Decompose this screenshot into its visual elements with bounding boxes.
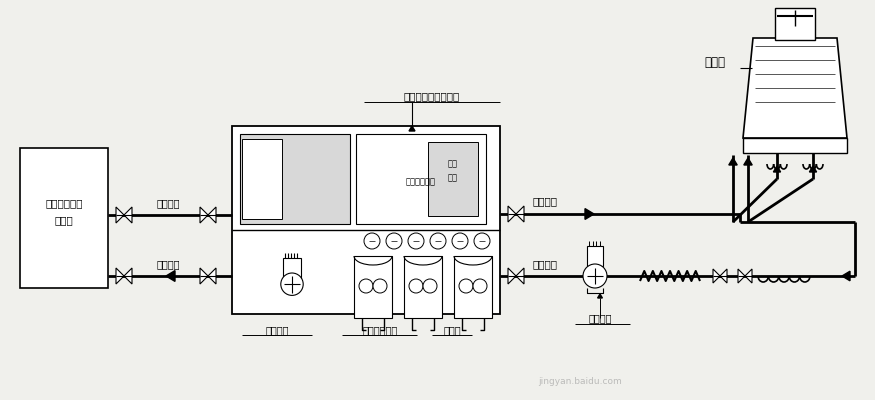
Polygon shape: [208, 207, 216, 223]
Polygon shape: [743, 38, 847, 138]
Circle shape: [452, 233, 468, 249]
Circle shape: [386, 233, 402, 249]
Polygon shape: [729, 158, 738, 165]
Text: 压缩机: 压缩机: [444, 325, 461, 335]
Polygon shape: [842, 271, 850, 281]
Bar: [454, 256, 492, 318]
Polygon shape: [745, 269, 752, 283]
Bar: [232, 126, 500, 314]
Polygon shape: [744, 158, 752, 165]
Polygon shape: [774, 166, 780, 172]
Circle shape: [408, 233, 424, 249]
Circle shape: [583, 264, 607, 288]
Circle shape: [409, 279, 423, 293]
Circle shape: [474, 233, 490, 249]
Bar: [775, 8, 815, 40]
Text: 冷冻水出: 冷冻水出: [157, 259, 179, 269]
Polygon shape: [124, 268, 132, 284]
Polygon shape: [713, 269, 720, 283]
Circle shape: [373, 279, 387, 293]
Polygon shape: [200, 268, 208, 284]
Text: 密闭型: 密闭型: [54, 215, 74, 225]
Bar: [587, 246, 603, 266]
Polygon shape: [508, 206, 516, 222]
Circle shape: [281, 273, 304, 295]
Text: 水箱式水冷式冷水机: 水箱式水冷式冷水机: [404, 91, 460, 101]
Polygon shape: [516, 206, 524, 222]
Text: 壳管式冷凝器: 壳管式冷凝器: [362, 325, 397, 335]
Bar: [354, 256, 392, 318]
Bar: [428, 142, 478, 216]
Text: 冷却水入: 冷却水入: [533, 259, 557, 269]
Polygon shape: [720, 269, 727, 283]
Polygon shape: [809, 166, 816, 172]
Text: jingyan.baidu.com: jingyan.baidu.com: [538, 378, 622, 386]
Text: 水箱式蒸发器: 水箱式蒸发器: [406, 178, 436, 186]
Circle shape: [430, 233, 446, 249]
Polygon shape: [508, 268, 516, 284]
Circle shape: [364, 233, 380, 249]
Polygon shape: [124, 207, 132, 223]
Polygon shape: [116, 268, 124, 284]
Text: 控制: 控制: [448, 160, 458, 168]
Polygon shape: [409, 126, 415, 131]
Polygon shape: [116, 207, 124, 223]
Bar: [404, 256, 442, 318]
Polygon shape: [166, 271, 175, 282]
Polygon shape: [200, 207, 208, 223]
Circle shape: [459, 279, 473, 293]
Polygon shape: [585, 209, 594, 219]
Bar: [242, 139, 282, 219]
Text: 冷冻水泵: 冷冻水泵: [265, 325, 289, 335]
Polygon shape: [738, 269, 745, 283]
Text: 冷冻水回: 冷冻水回: [157, 198, 179, 208]
Text: 车间换热设备: 车间换热设备: [46, 198, 83, 208]
Bar: [20, 148, 108, 288]
Bar: [356, 134, 486, 224]
Bar: [283, 258, 301, 280]
Bar: [240, 134, 350, 224]
Text: 冷却水泵: 冷却水泵: [588, 313, 612, 323]
Polygon shape: [598, 294, 602, 298]
Text: 冷却塔: 冷却塔: [704, 56, 725, 70]
Text: 冷却水出: 冷却水出: [533, 196, 557, 206]
Polygon shape: [208, 268, 216, 284]
Circle shape: [423, 279, 437, 293]
Bar: [743, 138, 847, 153]
Polygon shape: [516, 268, 524, 284]
Circle shape: [473, 279, 487, 293]
Circle shape: [359, 279, 373, 293]
Text: 电箱: 电箱: [448, 174, 458, 182]
